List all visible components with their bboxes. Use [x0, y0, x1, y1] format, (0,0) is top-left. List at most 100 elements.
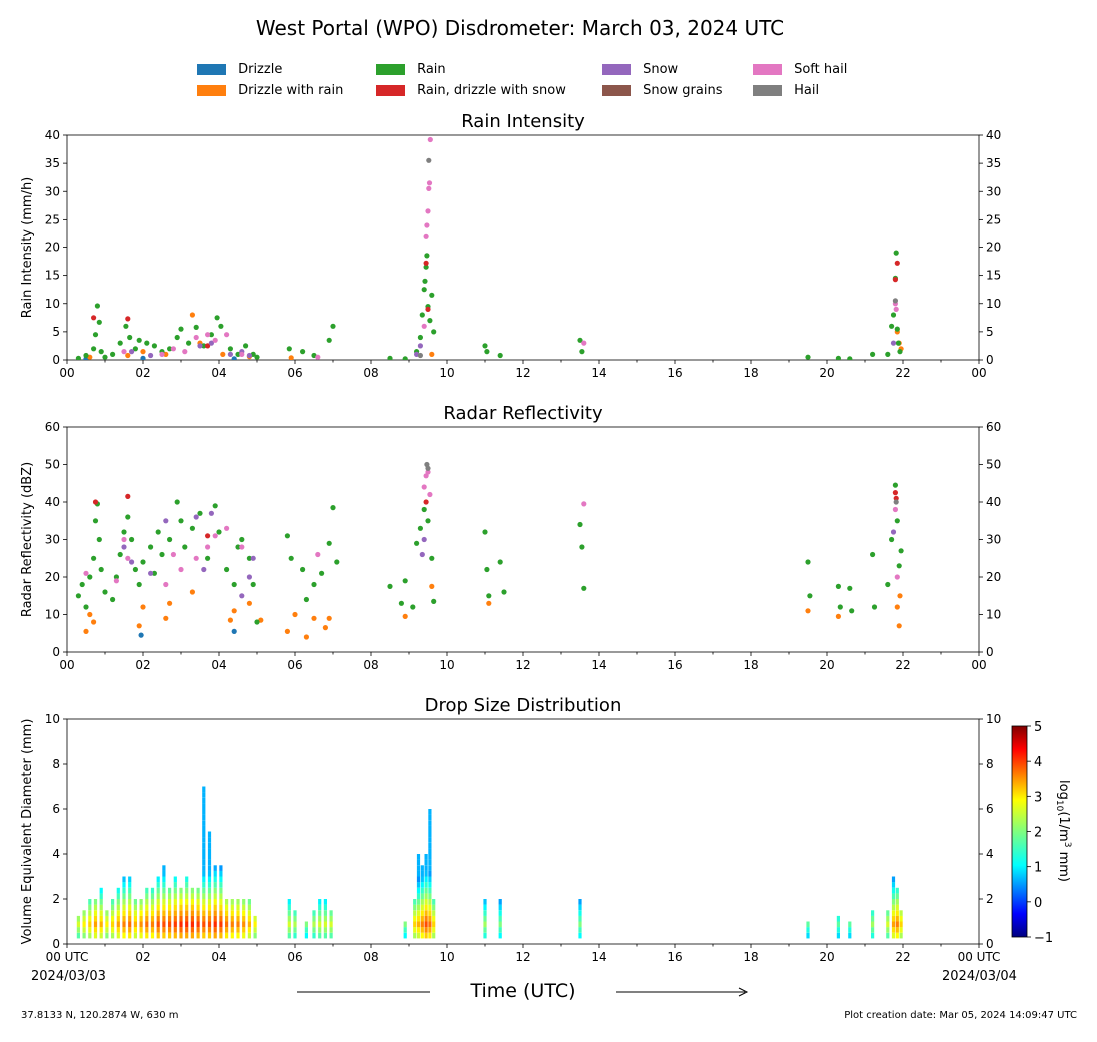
- dsd-cell: [304, 932, 308, 939]
- data-point: [148, 352, 154, 359]
- data-point: [91, 619, 97, 625]
- dsd-cell: [416, 932, 421, 939]
- dsd-cell: [179, 899, 183, 905]
- dsd-cell: [247, 927, 251, 933]
- ytick-label-right: 15: [986, 269, 1001, 283]
- dsd-cell: [483, 910, 487, 916]
- dsd-cell: [219, 921, 223, 928]
- dsd-cell: [88, 915, 92, 922]
- data-point: [300, 566, 306, 573]
- dsd-cell: [99, 887, 103, 894]
- data-point: [113, 578, 119, 584]
- dsd-cell: [122, 893, 126, 900]
- data-point: [125, 555, 131, 561]
- dsd-cell: [122, 876, 126, 883]
- ylabel-radar-reflectivity: Radar Reflectivity (dBZ): [20, 462, 35, 617]
- ytick-label-left: 4: [52, 847, 60, 861]
- dsd-cell: [891, 893, 896, 900]
- dsd-cell: [219, 893, 223, 900]
- dsd-cell: [162, 887, 166, 894]
- x-axis-title: Time (UTC): [470, 980, 576, 1002]
- dsd-cell: [156, 932, 160, 939]
- ytick-label-left: 0: [52, 937, 60, 951]
- dsd-cell: [236, 932, 240, 939]
- data-point: [330, 323, 336, 329]
- data-point: [201, 566, 207, 573]
- dsd-cell: [230, 921, 234, 928]
- dsd-cell: [99, 921, 103, 928]
- dsd-cell: [242, 921, 246, 928]
- ytick-label-right: 40: [986, 128, 1001, 142]
- data-point: [423, 264, 429, 270]
- dsd-cell: [416, 921, 421, 928]
- dsd-cell: [428, 825, 432, 832]
- dsd-cell: [207, 915, 212, 922]
- ytick-label-left: 15: [45, 269, 60, 283]
- dsd-cell: [168, 932, 172, 939]
- dsd-cell: [498, 927, 502, 933]
- dsd-cell: [871, 921, 875, 928]
- data-point: [892, 482, 899, 488]
- dsd-cell: [202, 899, 206, 905]
- dsd-cell: [871, 910, 875, 916]
- data-point: [140, 349, 146, 355]
- data-point: [205, 555, 211, 561]
- ytick-label-left: 25: [45, 212, 60, 226]
- series-rain: [75, 250, 903, 360]
- dsd-cell: [287, 904, 291, 911]
- dsd-cell: [416, 915, 421, 922]
- colorbar-tick-label: 2: [1034, 826, 1042, 841]
- data-point: [497, 559, 503, 565]
- data-point: [431, 329, 437, 335]
- dsd-cell: [891, 927, 896, 933]
- footer-creation-date: Plot creation date: Mar 05, 2024 14:09:4…: [844, 1010, 1077, 1021]
- dsd-cell: [329, 915, 333, 922]
- dsd-column: [139, 899, 143, 939]
- dsd-cell: [162, 927, 166, 933]
- dsd-cell: [895, 893, 899, 900]
- data-point: [402, 356, 408, 360]
- xtick-label: 00 UTC: [46, 950, 89, 964]
- ytick-label-right: 40: [986, 495, 1001, 509]
- data-point: [83, 604, 89, 610]
- data-point: [484, 566, 490, 573]
- dsd-column: [150, 887, 155, 939]
- dsd-cell: [312, 932, 316, 939]
- dsd-cell: [836, 915, 840, 922]
- data-point: [577, 521, 583, 528]
- data-point: [497, 352, 503, 359]
- data-point: [239, 536, 245, 543]
- dsd-cell: [122, 904, 126, 911]
- dsd-column: [145, 887, 149, 939]
- xtick-label: 22: [895, 366, 910, 380]
- data-point: [94, 303, 100, 309]
- dsd-cell: [483, 921, 487, 928]
- dsd-column: [242, 899, 246, 939]
- dsd-cell: [93, 921, 98, 928]
- legend-label-soft-hail: Soft hail: [794, 62, 848, 77]
- ytick-label-right: 50: [986, 458, 1001, 472]
- ytick-label-left: 10: [45, 297, 60, 311]
- dsd-cell: [483, 904, 487, 911]
- series-drizzle: [138, 628, 237, 638]
- dsd-cell: [213, 887, 217, 894]
- data-point: [579, 349, 585, 355]
- data-point: [429, 555, 435, 561]
- data-point: [121, 544, 127, 550]
- dsd-cell: [99, 904, 103, 911]
- dsd-cell: [116, 893, 120, 900]
- dsd-cell: [420, 882, 424, 888]
- dsd-column: [483, 899, 487, 939]
- data-point: [847, 356, 853, 360]
- dsd-cell: [207, 899, 212, 905]
- dsd-cell: [806, 921, 810, 928]
- dsd-cell: [428, 842, 432, 849]
- dsd-cell: [162, 899, 166, 905]
- data-point: [167, 346, 173, 352]
- dsd-cell: [156, 921, 160, 928]
- data-point: [426, 180, 433, 186]
- data-point: [423, 260, 429, 266]
- dsd-cell: [162, 910, 166, 916]
- data-point: [140, 355, 146, 360]
- dsd-cell: [207, 842, 212, 849]
